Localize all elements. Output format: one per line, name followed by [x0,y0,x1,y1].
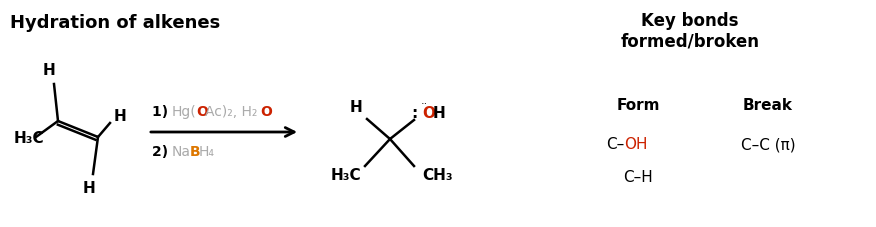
Text: H: H [82,181,95,196]
Text: H₃C: H₃C [14,131,45,146]
Text: Key bonds
formed/broken: Key bonds formed/broken [620,12,759,51]
Text: Hydration of alkenes: Hydration of alkenes [10,14,220,32]
Text: Ac)₂, H₂: Ac)₂, H₂ [205,105,258,118]
Text: Na: Na [172,144,191,158]
Text: B: B [190,144,201,158]
Text: H₄: H₄ [199,144,215,158]
Text: C–: C– [605,137,624,152]
Text: O: O [422,106,435,121]
Text: C–H: C–H [623,170,653,185]
Text: Break: Break [743,98,793,113]
Text: C–C (π): C–C (π) [741,137,795,152]
Text: H₃C: H₃C [331,168,362,183]
Text: 1): 1) [152,105,173,118]
Text: ··: ·· [420,99,427,109]
Text: O: O [260,105,272,118]
Text: CH₃: CH₃ [422,168,453,183]
Text: 2): 2) [152,144,173,158]
Text: H: H [433,106,446,121]
Text: H: H [114,109,126,124]
Text: Form: Form [616,98,660,113]
Text: Hg(: Hg( [172,105,197,118]
Text: O: O [196,105,208,118]
Text: :: : [411,106,417,121]
Text: OH: OH [624,137,647,152]
Text: H: H [43,63,55,78]
Text: H: H [350,100,363,115]
